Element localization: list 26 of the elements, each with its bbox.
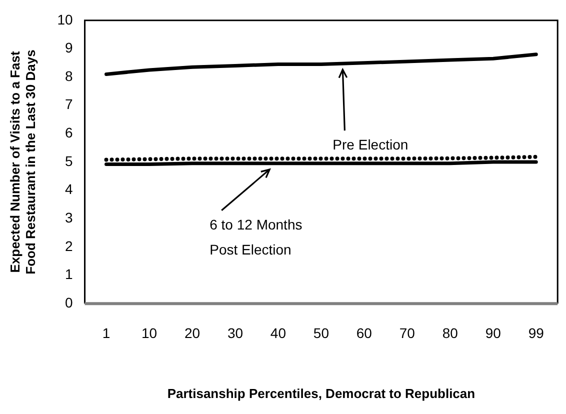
y-tick-label: 5 <box>64 152 73 169</box>
x-tick-label: 60 <box>356 324 372 341</box>
y-tick-label: 4 <box>64 181 73 198</box>
x-tick-label: 90 <box>485 324 502 341</box>
y-tick-label: 2 <box>64 238 73 254</box>
x-tick-label: 1 <box>102 324 110 341</box>
text: Pre Election <box>332 136 408 152</box>
y-tick-label: 3 <box>64 210 73 226</box>
y-tick-label: 8 <box>64 68 73 84</box>
y-axis-title: Expected Number of Visits to a Fast Food Restaurant in the Last 30 Days <box>7 50 38 274</box>
text: 6 to 12 Months Post Election <box>210 216 302 258</box>
x-tick-label: 40 <box>270 324 286 341</box>
y-tick-label: 7 <box>64 96 73 112</box>
y-tick-label: 6 <box>64 124 73 141</box>
y-tick-label: 10 <box>57 11 73 28</box>
x-tick-label: 80 <box>442 324 458 341</box>
x-tick-label: 70 <box>399 324 416 341</box>
x-tick-label: 10 <box>141 324 158 341</box>
y-tick-label: 0 <box>64 294 73 310</box>
y-tick-label: 1 <box>64 266 73 282</box>
y-tick-label: 9 <box>64 40 73 56</box>
x-tick-label: 50 <box>313 324 330 341</box>
x-axis-title: Partisanship Percentiles, Democrat to Republican <box>167 386 476 401</box>
x-tick-label: 20 <box>184 324 200 341</box>
x-tick-label: 99 <box>528 324 544 341</box>
x-tick-label: 30 <box>227 324 244 341</box>
